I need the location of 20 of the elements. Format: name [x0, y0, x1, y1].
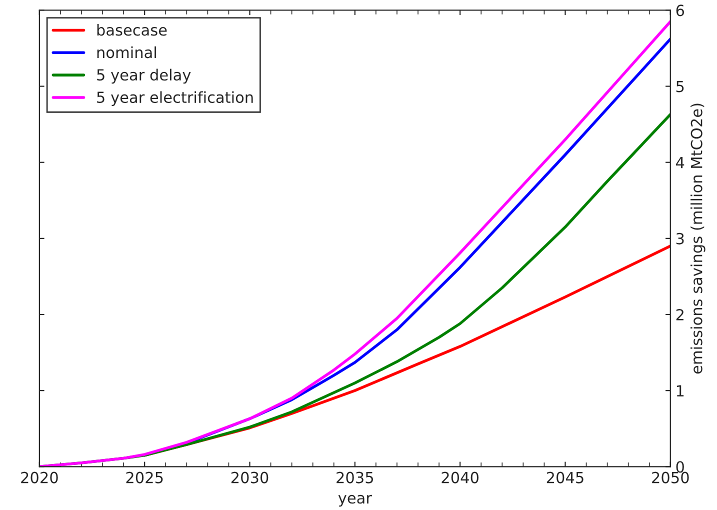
y-tick-label: 6 — [676, 4, 684, 16]
x-tick-label: 2030 — [231, 472, 268, 484]
y-tick-label: 2 — [676, 308, 684, 320]
y-tick-label: 4 — [676, 157, 684, 168]
x-tick-label: 2020 — [21, 472, 58, 484]
y-tick-label: 1 — [676, 385, 684, 396]
x-tick-label: 2035 — [336, 472, 374, 484]
legend-label: nominal — [97, 46, 156, 58]
x-axis-title: year — [338, 494, 372, 507]
legend-label: 5 year delay — [97, 68, 191, 84]
y-tick-label: 5 — [676, 80, 684, 92]
y-axis-title: emissions savings (million MtCO2e) — [690, 104, 706, 374]
x-tick-label: 2040 — [442, 472, 478, 484]
y-tick-label: 3 — [676, 232, 684, 244]
legend-label: 5 year electrification — [97, 91, 253, 106]
x-tick-label: 2025 — [126, 472, 163, 484]
legend-label: basecase — [97, 24, 167, 36]
x-tick-label: 2045 — [546, 472, 584, 484]
x-tick-label: 2050 — [652, 472, 689, 484]
y-tick-label: 0 — [676, 461, 684, 473]
